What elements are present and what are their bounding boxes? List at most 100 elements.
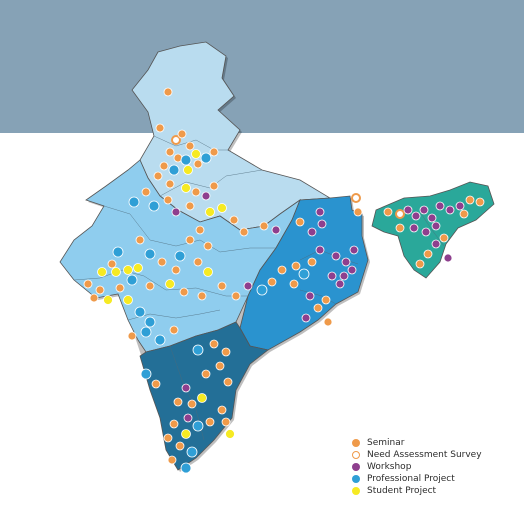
map-marker-student-project bbox=[205, 207, 215, 217]
legend-label: Professional Project bbox=[367, 474, 455, 484]
map-marker-workshop bbox=[443, 253, 453, 263]
map-marker-student-project bbox=[123, 295, 133, 305]
map-marker-seminar bbox=[277, 265, 287, 275]
map-marker-workshop bbox=[317, 219, 327, 229]
map-marker-seminar bbox=[141, 187, 151, 197]
map-marker-seminar bbox=[291, 261, 301, 271]
map-marker-seminar bbox=[295, 217, 305, 227]
map-marker-seminar bbox=[383, 207, 393, 217]
map-marker-seminar bbox=[187, 399, 197, 409]
legend-marker-icon bbox=[352, 487, 360, 495]
map-marker-workshop bbox=[409, 223, 419, 233]
map-marker-seminar bbox=[145, 281, 155, 291]
map-marker-seminar bbox=[459, 209, 469, 219]
map-marker-need-assessment-survey bbox=[395, 209, 405, 219]
map-marker-seminar bbox=[307, 257, 317, 267]
map-marker-seminar bbox=[115, 283, 125, 293]
map-marker-seminar bbox=[89, 293, 99, 303]
legend-marker-icon bbox=[352, 475, 360, 483]
map-marker-student-project bbox=[181, 429, 191, 439]
legend-item: Workshop bbox=[352, 461, 522, 473]
map-marker-professional-project bbox=[192, 420, 204, 432]
map-marker-workshop bbox=[301, 313, 311, 323]
map-marker-workshop bbox=[347, 265, 357, 275]
map-marker-seminar bbox=[321, 295, 331, 305]
map-marker-professional-project bbox=[140, 368, 152, 380]
map-marker-workshop bbox=[339, 271, 349, 281]
map-marker-student-project bbox=[123, 265, 133, 275]
map-marker-seminar bbox=[289, 279, 299, 289]
map-marker-student-project bbox=[217, 203, 227, 213]
map-marker-workshop bbox=[307, 227, 317, 237]
map-marker-professional-project bbox=[144, 248, 156, 260]
map-marker-seminar bbox=[191, 187, 201, 197]
map-marker-need-assessment-survey bbox=[351, 193, 361, 203]
map-marker-seminar bbox=[223, 377, 233, 387]
map-marker-seminar bbox=[267, 277, 277, 287]
map-marker-seminar bbox=[169, 325, 179, 335]
map-marker-workshop bbox=[201, 191, 211, 201]
map-marker-seminar bbox=[475, 197, 485, 207]
map-marker-professional-project bbox=[168, 164, 180, 176]
map-marker-seminar bbox=[173, 397, 183, 407]
map-marker-seminar bbox=[239, 227, 249, 237]
legend-item: Student Project bbox=[352, 485, 522, 497]
map-marker-student-project bbox=[197, 393, 207, 403]
map-legend: Seminar Need Assessment Survey Workshop Pro… bbox=[352, 437, 522, 497]
map-marker-student-project bbox=[103, 295, 113, 305]
legend-marker-icon bbox=[352, 451, 360, 459]
map-marker-workshop bbox=[243, 281, 253, 291]
map-marker-workshop bbox=[315, 245, 325, 255]
map-marker-student-project bbox=[181, 183, 191, 193]
map-marker-seminar bbox=[177, 129, 187, 139]
legend-label: Need Assessment Survey bbox=[367, 450, 482, 460]
map-marker-workshop bbox=[431, 239, 441, 249]
map-marker-workshop bbox=[183, 413, 193, 423]
map-marker-student-project bbox=[165, 279, 175, 289]
map-marker-seminar bbox=[209, 181, 219, 191]
map-marker-seminar bbox=[163, 195, 173, 205]
map-marker-seminar bbox=[151, 379, 161, 389]
map-marker-student-project bbox=[183, 165, 193, 175]
map-marker-seminar bbox=[163, 87, 173, 97]
map-marker-seminar bbox=[179, 287, 189, 297]
legend-label: Seminar bbox=[367, 438, 405, 448]
map-marker-workshop bbox=[421, 227, 431, 237]
map-marker-workshop bbox=[335, 279, 345, 289]
map-marker-seminar bbox=[209, 339, 219, 349]
map-marker-workshop bbox=[403, 205, 413, 215]
map-marker-workshop bbox=[271, 225, 281, 235]
map-marker-professional-project bbox=[134, 306, 146, 318]
map-marker-seminar bbox=[185, 141, 195, 151]
map-marker-workshop bbox=[411, 211, 421, 221]
map-marker-professional-project bbox=[174, 250, 186, 262]
map-marker-seminar bbox=[209, 147, 219, 157]
map-marker-professional-project bbox=[128, 196, 140, 208]
map-marker-seminar bbox=[153, 171, 163, 181]
map-marker-professional-project bbox=[256, 284, 268, 296]
map-marker-seminar bbox=[155, 123, 165, 133]
map-marker-workshop bbox=[427, 213, 437, 223]
map-marker-seminar bbox=[175, 441, 185, 451]
map-marker-seminar bbox=[231, 291, 241, 301]
region-northeast bbox=[371, 181, 495, 279]
map-marker-seminar bbox=[195, 225, 205, 235]
map-marker-seminar bbox=[465, 195, 475, 205]
map-marker-seminar bbox=[107, 259, 117, 269]
map-marker-seminar bbox=[313, 303, 323, 313]
map-marker-student-project bbox=[97, 267, 107, 277]
map-marker-workshop bbox=[171, 207, 181, 217]
map-marker-professional-project bbox=[180, 154, 192, 166]
map-marker-seminar bbox=[205, 417, 215, 427]
legend-label: Workshop bbox=[367, 462, 412, 472]
map-marker-seminar bbox=[159, 161, 169, 171]
map-marker-workshop bbox=[349, 245, 359, 255]
map-marker-workshop bbox=[341, 257, 351, 267]
map-marker-seminar bbox=[217, 281, 227, 291]
map-marker-professional-project bbox=[144, 316, 156, 328]
legend-marker-icon bbox=[352, 439, 360, 447]
map-marker-seminar bbox=[229, 215, 239, 225]
map-marker-professional-project bbox=[180, 462, 192, 474]
map-marker-seminar bbox=[95, 285, 105, 295]
